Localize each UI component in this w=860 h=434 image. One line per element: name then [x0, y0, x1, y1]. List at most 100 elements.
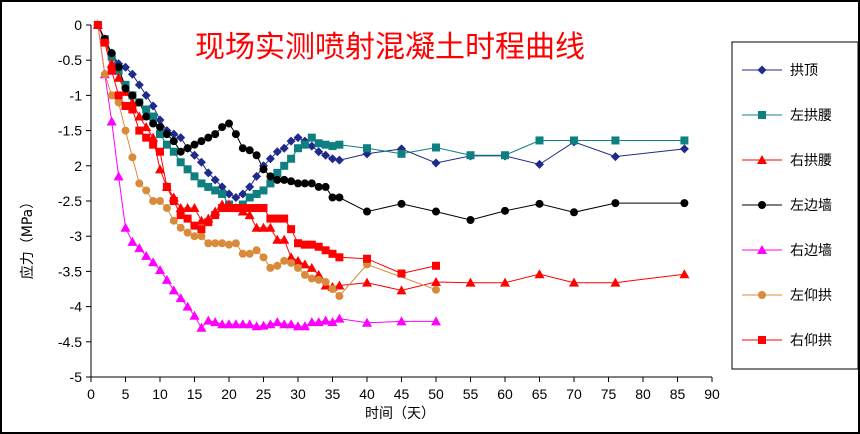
series-3-point	[245, 146, 254, 155]
series-5-point	[169, 216, 178, 225]
series-1-point	[611, 136, 620, 145]
series-6-point	[287, 225, 296, 234]
series-6-point	[280, 214, 289, 223]
series-6-point	[121, 101, 130, 110]
series-5-point	[149, 197, 158, 205]
series-6-point	[128, 105, 137, 114]
series-3-point	[432, 207, 440, 216]
series-2-point	[148, 132, 159, 142]
series-4-point	[230, 319, 241, 329]
series-5-point	[156, 197, 164, 205]
series-3-point	[397, 199, 406, 208]
series-1-point	[218, 189, 227, 198]
series-4-point	[286, 319, 297, 329]
series-6-point	[142, 133, 151, 142]
series-6-point	[259, 204, 268, 213]
series-6-point	[225, 204, 233, 213]
series-0-point	[217, 182, 227, 192]
y-tick-label: -3.5	[58, 263, 82, 279]
series-1-point	[273, 168, 282, 177]
series-5-point	[328, 285, 337, 293]
series-0-point	[431, 158, 441, 168]
series-6-point	[321, 246, 330, 255]
series-6-point	[307, 240, 316, 249]
series-5-point	[107, 91, 116, 100]
series-4-point	[175, 293, 186, 303]
series-1-point	[294, 144, 302, 153]
x-tick-label: 75	[601, 386, 617, 402]
series-4-point	[127, 236, 138, 246]
series-1-point	[280, 161, 289, 170]
series-5-point	[121, 126, 130, 135]
series-3-point	[535, 199, 544, 208]
series-5-point	[197, 232, 206, 241]
series-3-point	[162, 130, 171, 139]
series-3-point	[114, 63, 123, 72]
series-6-point	[335, 253, 344, 262]
series-0-point	[314, 147, 324, 157]
series-6-point	[100, 38, 109, 47]
series-4-point	[237, 319, 248, 329]
series-3-point	[190, 140, 199, 149]
series-6-point	[245, 204, 254, 213]
series-0-point	[328, 154, 337, 164]
legend-item: 右拱腰	[742, 153, 832, 169]
legend-label: 左拱腰	[790, 108, 832, 124]
series-1-point	[680, 136, 689, 145]
series-4-point	[306, 317, 317, 327]
series-2-point	[134, 111, 145, 121]
x-tick-label: 80	[635, 386, 651, 402]
series-0-point	[293, 133, 303, 143]
legend-label: 左仰拱	[790, 288, 832, 304]
series-6-point	[183, 214, 192, 223]
series-4-point	[396, 316, 407, 326]
legend-item: 左仰拱	[742, 288, 832, 304]
series-3-point	[218, 123, 227, 132]
series-5-point	[259, 253, 268, 262]
series-2-point	[534, 269, 545, 279]
series-2-point	[569, 277, 579, 287]
series-3-point	[259, 165, 268, 174]
series-4-point	[182, 301, 193, 311]
series-1-point	[570, 136, 578, 145]
series-1-point	[197, 179, 206, 188]
series-1-point	[252, 189, 261, 198]
series-2-point	[251, 222, 262, 232]
legend-label: 左边墙	[790, 198, 832, 214]
series-3-point	[197, 137, 206, 146]
series-1-point	[162, 140, 171, 149]
series-0-point	[210, 175, 220, 185]
series-5-point	[142, 186, 151, 195]
series-4-point	[141, 250, 152, 260]
series-2-point	[113, 72, 124, 82]
series-1-point	[176, 158, 185, 167]
series-3-point	[570, 208, 578, 217]
x-tick-label: 90	[704, 386, 720, 402]
x-tick-label: 85	[670, 386, 686, 402]
y-tick-label: -1.5	[58, 123, 82, 139]
series-5-point	[183, 228, 192, 237]
series-4-point	[224, 319, 234, 329]
series-0-point	[265, 154, 275, 164]
legend-item: 拱顶	[742, 63, 818, 79]
series-0-point	[231, 192, 241, 202]
series-3-point	[121, 84, 130, 93]
series-3-point	[231, 130, 240, 139]
series-4-point	[106, 116, 117, 126]
series-3-point	[328, 193, 337, 202]
series-6-point	[107, 66, 116, 75]
series-5-point	[162, 204, 171, 213]
series-5-point	[100, 70, 109, 79]
series-3-point	[335, 193, 344, 202]
series-4-point	[168, 285, 179, 295]
series-1-point	[432, 143, 440, 152]
legend-marker	[758, 201, 766, 209]
series-2-point	[265, 222, 276, 232]
series-4-point	[148, 257, 159, 267]
series-3-point	[183, 144, 192, 153]
x-tick-label: 20	[221, 386, 237, 402]
series-5-point	[190, 232, 199, 241]
series-3-point	[204, 133, 213, 142]
series-4-point	[244, 319, 255, 329]
x-tick-label: 50	[428, 386, 444, 402]
